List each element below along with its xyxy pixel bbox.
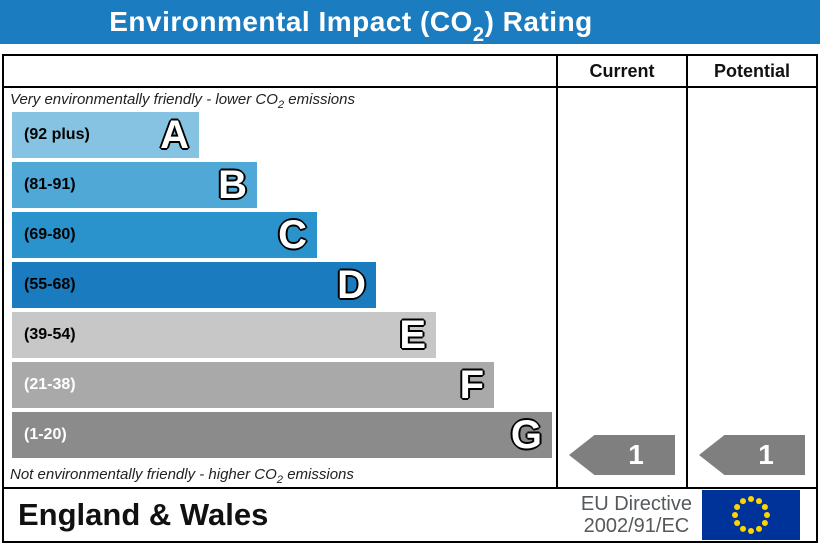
eu-directive-line1: EU Directive (580, 492, 692, 515)
bottom-note: Not environmentally friendly - higher CO… (10, 466, 354, 486)
band-f-range: (21-38) (24, 376, 76, 393)
band-b: (81-91) B (12, 162, 257, 208)
page-title-text: Environmental Impact (CO2) Rating (109, 6, 593, 47)
band-d: (55-68) D (12, 262, 376, 308)
current-column: 1 (556, 88, 686, 487)
band-d-range: (55-68) (24, 276, 76, 293)
header-potential: Potential (686, 56, 816, 86)
epc-rating-table: Current Potential Very environmentally f… (2, 54, 818, 543)
potential-rating-arrow: 1 (699, 435, 805, 475)
band-f: (21-38) F (12, 362, 494, 408)
band-b-letter: B (218, 163, 247, 207)
eu-directive-line2: 2002/91/EC (583, 515, 690, 537)
current-rating-arrow: 1 (569, 435, 675, 475)
eu-directive-label: EU Directive 2002/91/EC (581, 493, 692, 538)
table-footer-row: England & Wales EU Directive 2002/91/EC (4, 487, 816, 541)
band-a: (92 plus) A (12, 112, 199, 158)
potential-column: 1 (686, 88, 816, 487)
band-c-range: (69-80) (24, 226, 76, 243)
rating-chart: Very environmentally friendly - lower CO… (4, 88, 556, 487)
band-e-range: (39-54) (24, 326, 76, 343)
top-note: Very environmentally friendly - lower CO… (10, 91, 355, 111)
region-label: England & Wales (18, 497, 269, 532)
header-empty-cell (4, 56, 556, 86)
band-b-range: (81-91) (24, 176, 76, 193)
band-e-letter: E (399, 313, 426, 357)
table-body-row: Very environmentally friendly - lower CO… (4, 88, 816, 487)
table-header-row: Current Potential (4, 56, 816, 88)
band-g: (1-20) G (12, 412, 552, 458)
rating-bands: (92 plus) A (81-91) B (69-80) C (55-68) … (4, 112, 556, 458)
header-current: Current (556, 56, 686, 86)
current-rating-value: 1 (628, 439, 644, 470)
band-c: (69-80) C (12, 212, 317, 258)
band-c-letter: C (278, 213, 307, 257)
band-g-letter: G (510, 413, 542, 457)
potential-rating-value: 1 (758, 439, 774, 470)
band-a-range: (92 plus) (24, 126, 90, 143)
eu-flag-icon (702, 490, 800, 540)
band-d-letter: D (337, 263, 366, 307)
band-g-range: (1-20) (24, 426, 67, 443)
band-a-letter: A (160, 113, 189, 157)
page-title: Environmental Impact (CO2) Rating (0, 0, 820, 47)
band-e: (39-54) E (12, 312, 436, 358)
band-f-letter: F (459, 363, 484, 407)
